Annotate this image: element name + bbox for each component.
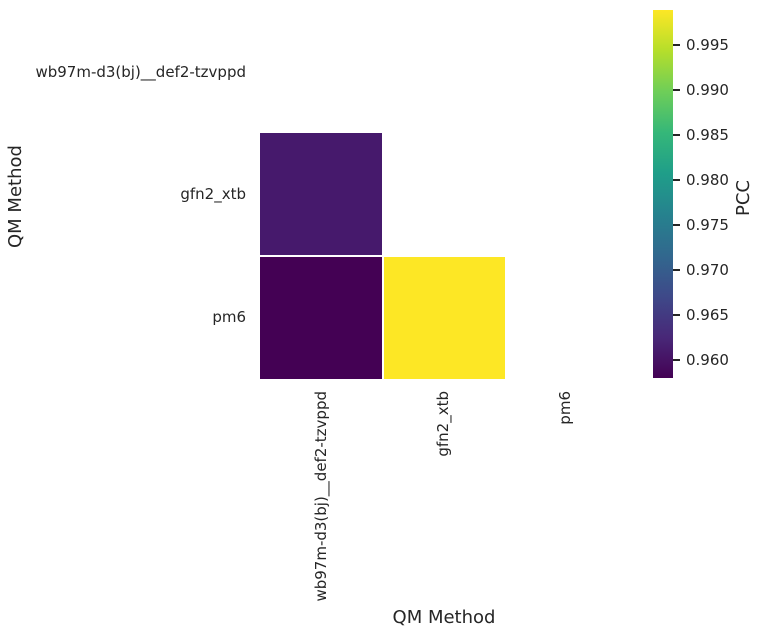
colorbar-tick-mark [673,134,680,136]
colorbar-tick-label: 0.980 [686,171,729,189]
colorbar-tick-mark [673,179,680,181]
x-tick-label-pm6: pm6 [556,391,574,425]
colorbar-tick-label: 0.990 [686,81,729,99]
colorbar-tick-mark [673,314,680,316]
colorbar-tick-mark [673,269,680,271]
x-tick-label-gfn2-xtb: gfn2_xtb [434,391,452,457]
colorbar-tick-label: 0.960 [686,351,729,369]
heatmap-cell-pm6-wb97m [260,256,382,379]
x-tick-label-wb97m: wb97m-d3(bj)__def2-tzvppd [312,391,330,602]
colorbar-tick-label: 0.965 [686,306,729,324]
colorbar-tick-mark [673,224,680,226]
heatmap-cell-pm6-gfn2xtb [383,256,505,379]
y-tick-label-gfn2-xtb: gfn2_xtb [180,185,246,203]
heatmap-grid [260,11,626,379]
y-tick-label-wb97m: wb97m-d3(bj)__def2-tzvppd [35,63,246,81]
colorbar-tick-label: 0.985 [686,126,729,144]
colorbar-tick-label: 0.975 [686,216,729,234]
colorbar-axis-title: PCC [733,180,754,216]
colorbar [653,10,673,378]
colorbar-tick-label: 0.995 [686,36,729,54]
colorbar-tick-mark [673,44,680,46]
heatmap-cell-gfn2xtb-wb97m [260,133,382,255]
y-tick-label-pm6: pm6 [212,308,246,326]
colorbar-tick-label: 0.970 [686,261,729,279]
colorbar-tick-mark [673,89,680,91]
colorbar-tick-mark [673,359,680,361]
x-axis-title: QM Method [392,607,496,628]
